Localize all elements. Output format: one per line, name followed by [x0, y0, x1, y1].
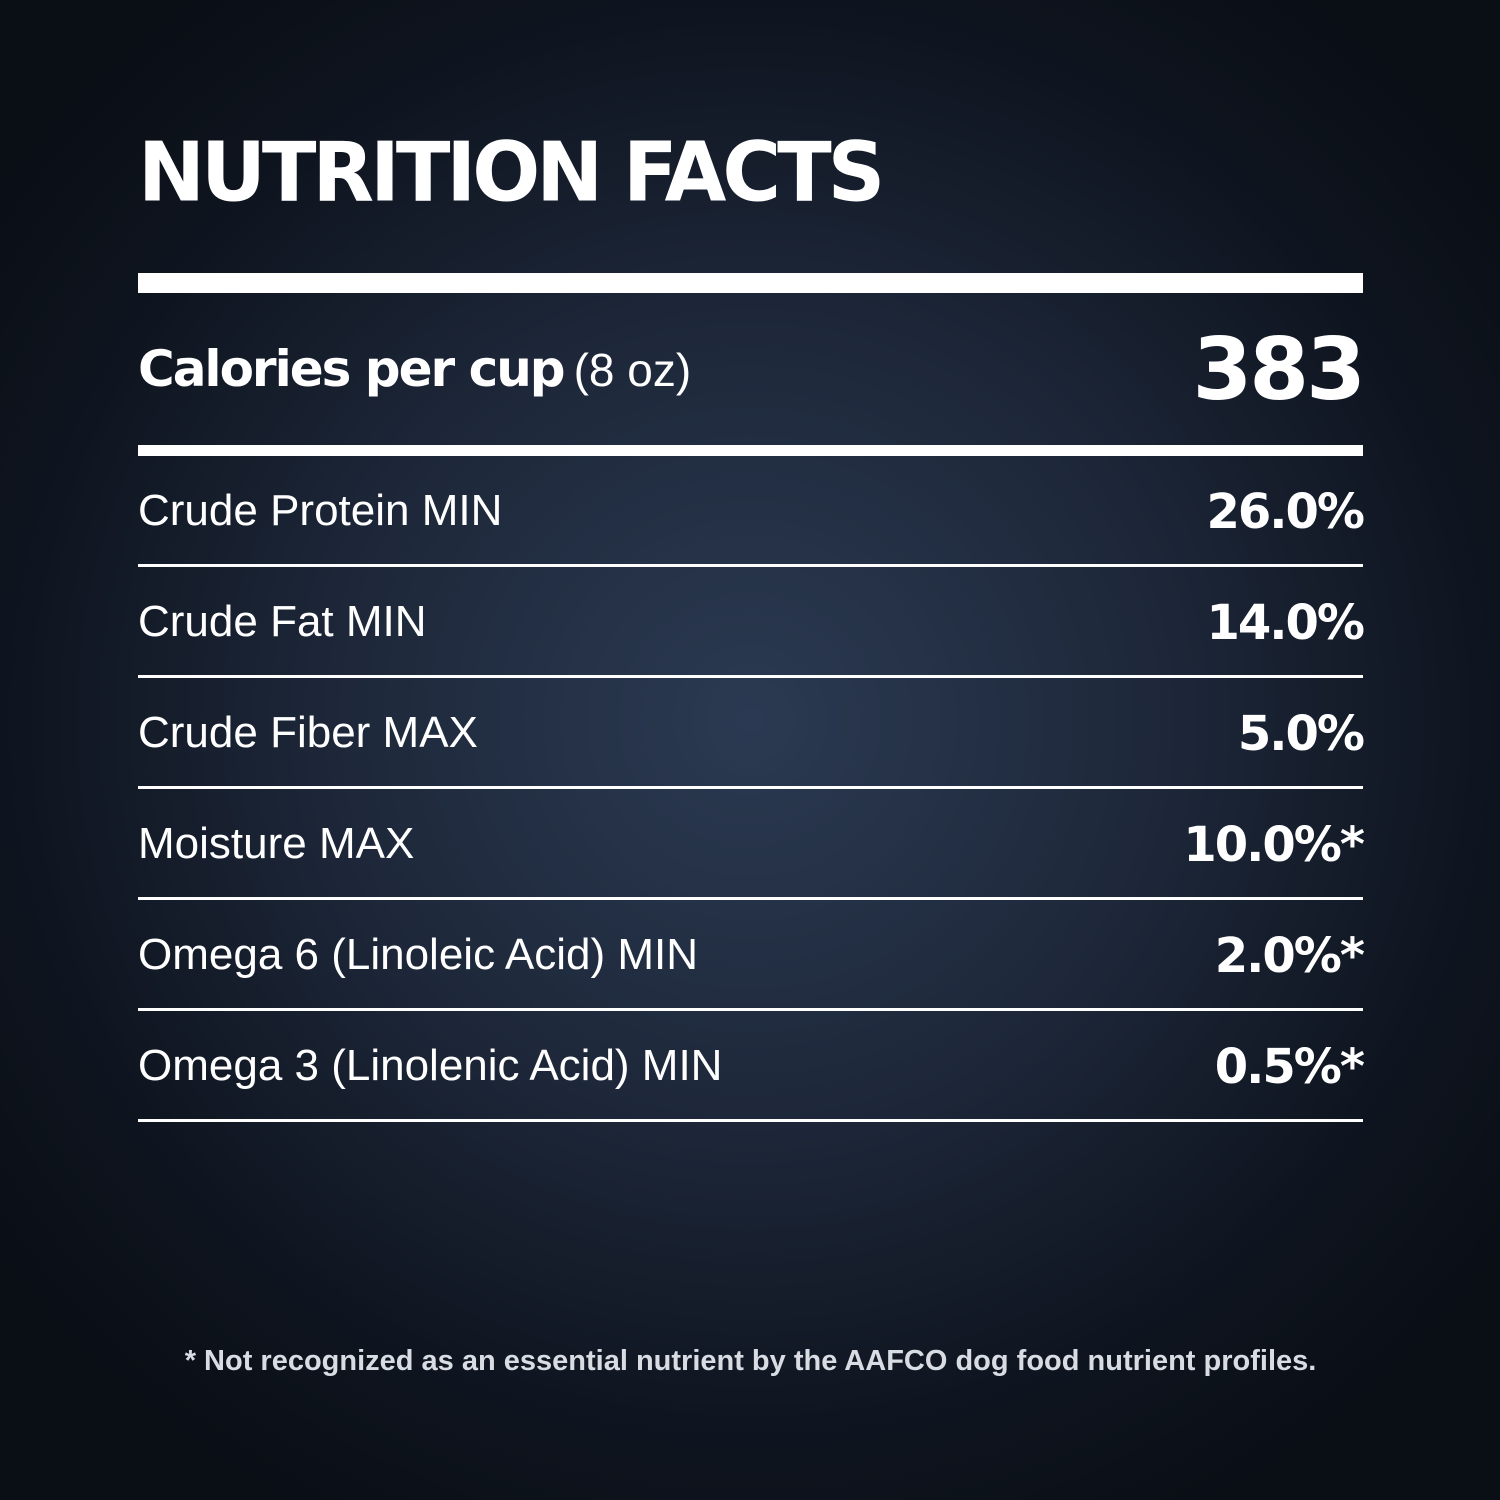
- nutrient-value: 5.0%: [1237, 706, 1365, 762]
- nutrient-label: Crude Fat MIN: [138, 597, 427, 646]
- nutrient-label: Omega 6 (Linoleic Acid) MIN: [138, 930, 698, 979]
- nutrient-row-crude-protein: Crude Protein MIN 26.0%: [138, 456, 1365, 567]
- nutrient-value: 10.0%*: [1183, 817, 1365, 873]
- page-title: NUTRITION FACTS: [138, 125, 885, 220]
- nutrient-label: Omega 3 (Linolenic Acid) MIN: [138, 1041, 723, 1090]
- nutrient-row-omega-6: Omega 6 (Linoleic Acid) MIN 2.0%*: [138, 900, 1365, 1011]
- nutrient-label: Crude Protein MIN: [138, 486, 503, 535]
- nutrient-value: 26.0%: [1206, 484, 1365, 540]
- nutrient-list: Crude Protein MIN 26.0% Crude Fat MIN 14…: [138, 456, 1365, 1122]
- footnote: * Not recognized as an essential nutrien…: [184, 1345, 1317, 1377]
- calories-unit: (8 oz): [573, 344, 692, 396]
- nutrient-row-moisture: Moisture MAX 10.0%*: [138, 789, 1365, 900]
- calories-label-group: Calories per cup (8 oz): [138, 340, 691, 398]
- calories-value: 383: [1192, 320, 1366, 420]
- medium-divider: [138, 445, 1363, 456]
- nutrient-value: 0.5%*: [1214, 1039, 1365, 1095]
- thick-divider: [138, 273, 1363, 293]
- calories-row: Calories per cup (8 oz) 383: [138, 318, 1366, 422]
- nutrient-value: 14.0%: [1206, 595, 1365, 651]
- nutrient-label: Crude Fiber MAX: [138, 708, 478, 757]
- nutrient-value: 2.0%*: [1214, 928, 1365, 984]
- calories-label: Calories per cup: [138, 340, 566, 398]
- nutrient-row-crude-fiber: Crude Fiber MAX 5.0%: [138, 678, 1365, 789]
- nutrition-facts-panel: NUTRITION FACTS Calories per cup (8 oz) 3…: [138, 0, 1366, 1500]
- nutrient-label: Moisture MAX: [138, 819, 415, 868]
- nutrient-row-omega-3: Omega 3 (Linolenic Acid) MIN 0.5%*: [138, 1011, 1365, 1122]
- nutrient-row-crude-fat: Crude Fat MIN 14.0%: [138, 567, 1365, 678]
